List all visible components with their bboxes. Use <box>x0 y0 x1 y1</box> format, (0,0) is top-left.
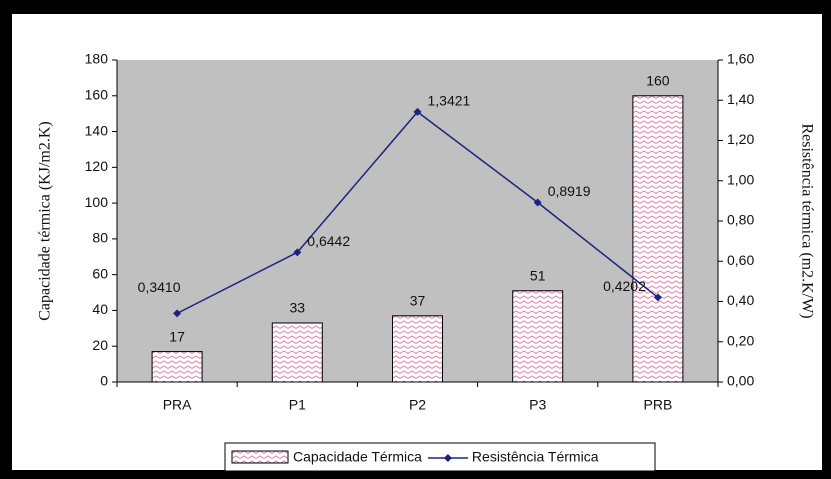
x-tick-label: P1 <box>289 397 306 413</box>
bar <box>151 351 203 383</box>
line-value-label: 0,6442 <box>307 233 350 249</box>
line-value-label: 0,3410 <box>138 279 181 295</box>
line-value-label: 0,8919 <box>548 183 591 199</box>
y2-tick-label: 1,00 <box>727 171 754 187</box>
y-tick-label: 120 <box>85 158 109 174</box>
line-marker <box>533 198 542 207</box>
y-tick-label: 80 <box>92 230 108 246</box>
x-tick-label: P3 <box>529 397 546 413</box>
y2-tick-label: 0,80 <box>727 212 754 228</box>
x-tick-label: P2 <box>409 397 426 413</box>
y-tick-label: 140 <box>85 122 109 138</box>
y2-tick-label: 1,60 <box>727 51 754 67</box>
y2-axis-title: Resistência térmica (m2.K/W) <box>798 123 815 318</box>
y2-tick-label: 0,60 <box>727 252 754 268</box>
legend-label: Capacidade Térmica <box>293 449 422 465</box>
legend-swatch <box>231 450 289 464</box>
x-tick-label: PRB <box>644 397 673 413</box>
y-tick-label: 100 <box>85 194 109 210</box>
bar <box>512 290 564 383</box>
legend <box>224 442 656 472</box>
line-marker <box>653 293 662 302</box>
y-tick-label: 180 <box>85 51 109 67</box>
y-axis-title: Capacidade térmica (KJ/m2.K) <box>37 121 54 320</box>
y-tick-label: 20 <box>92 337 108 353</box>
y2-tick-label: 1,40 <box>727 91 754 107</box>
y2-tick-label: 0,40 <box>727 292 754 308</box>
bar <box>392 315 443 383</box>
line-marker <box>413 107 422 116</box>
line-marker <box>293 248 302 257</box>
bar-value-label: 33 <box>290 300 306 316</box>
y-tick-label: 60 <box>92 265 108 281</box>
line-value-label: 1,3421 <box>428 93 471 109</box>
y-tick-label: 40 <box>92 301 108 317</box>
line-value-label: 0,4202 <box>603 278 646 294</box>
bar-value-label: 37 <box>410 293 426 309</box>
legend-marker <box>443 454 452 462</box>
y-tick-label: 0 <box>100 373 108 389</box>
y2-tick-label: 0,00 <box>727 373 754 389</box>
bar-value-label: 17 <box>169 328 185 344</box>
line-marker <box>173 309 182 318</box>
x-tick-label: PRA <box>163 397 192 413</box>
bar <box>632 95 684 383</box>
legend-label: Resistência Térmica <box>472 449 599 465</box>
y-tick-label: 160 <box>85 86 109 102</box>
y2-tick-label: 1,20 <box>727 131 754 147</box>
bar <box>271 322 323 383</box>
y2-tick-label: 0,20 <box>727 332 754 348</box>
bar-value-label: 51 <box>530 267 546 283</box>
bar-value-label: 160 <box>646 72 670 88</box>
